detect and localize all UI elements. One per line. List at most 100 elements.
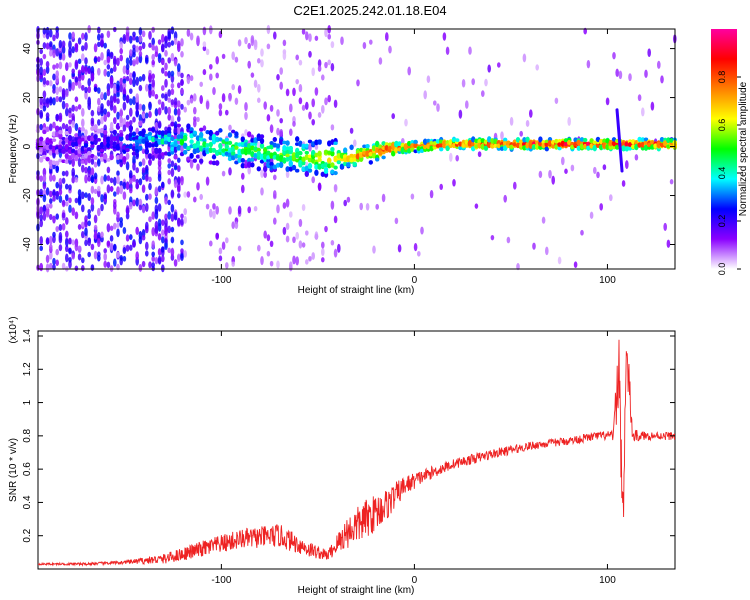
y-tick-label: 1 bbox=[22, 399, 33, 405]
heatmap-cell bbox=[138, 161, 143, 167]
heatmap-cell bbox=[71, 158, 75, 168]
heatmap-cell bbox=[129, 119, 133, 126]
heatmap-cell bbox=[71, 68, 75, 74]
heatmap-cell bbox=[218, 109, 223, 117]
heatmap-cell bbox=[125, 32, 130, 41]
heatmap-cell bbox=[106, 89, 111, 97]
heatmap-cell bbox=[132, 176, 136, 183]
heatmap-cell bbox=[71, 113, 75, 122]
heatmap-cell bbox=[97, 41, 101, 48]
heatmap-cell bbox=[272, 137, 277, 142]
colorbar: 0.0 0.2 0.4 0.6 0.8 Normalized spectral ampl… bbox=[711, 29, 749, 275]
heatmap-cell bbox=[141, 174, 146, 181]
heatmap-cell bbox=[141, 205, 146, 214]
heatmap-cell bbox=[180, 50, 184, 58]
heatmap-cell bbox=[311, 149, 316, 156]
heatmap-cell bbox=[362, 144, 367, 149]
heatmap-cell bbox=[167, 31, 171, 40]
heatmap-cell bbox=[99, 148, 105, 153]
heatmap-cell bbox=[317, 65, 322, 72]
heatmap-cell bbox=[263, 165, 268, 173]
heatmap-cell bbox=[77, 75, 82, 83]
heatmap-cell bbox=[65, 230, 69, 238]
heatmap-cell bbox=[65, 62, 69, 72]
heatmap-cell bbox=[103, 153, 108, 160]
heatmap-cell bbox=[93, 214, 98, 224]
heatmap-cell bbox=[74, 59, 79, 68]
heatmap-cell bbox=[212, 203, 216, 210]
heatmap-cell bbox=[116, 84, 120, 92]
heatmap-cell bbox=[314, 144, 319, 150]
heatmap-cell bbox=[103, 59, 107, 66]
heatmap-cell bbox=[362, 41, 367, 50]
heatmap-cell bbox=[138, 114, 143, 123]
heatmap-cell bbox=[343, 147, 348, 154]
heatmap-cell bbox=[253, 42, 258, 51]
heatmap-cell bbox=[74, 77, 79, 83]
heatmap-cell bbox=[269, 141, 274, 145]
heatmap-cell bbox=[49, 190, 53, 198]
heatmap-cell bbox=[116, 170, 120, 177]
heatmap-cell bbox=[87, 150, 92, 156]
heatmap-cell bbox=[138, 76, 143, 82]
heatmap-cell bbox=[58, 231, 63, 241]
x-tick-label: -100 bbox=[211, 275, 231, 286]
heatmap-cell bbox=[266, 234, 271, 242]
snr-x-axis: -100 0 100 bbox=[211, 331, 616, 586]
heatmap-cell bbox=[55, 86, 59, 96]
heatmap-cell bbox=[93, 57, 98, 63]
heatmap-cell bbox=[58, 244, 63, 252]
heatmap-cell bbox=[135, 76, 139, 86]
heatmap-cell bbox=[68, 119, 72, 125]
heatmap-cell bbox=[410, 193, 415, 200]
heatmap-cell bbox=[84, 174, 88, 184]
heatmap-cell bbox=[80, 137, 86, 142]
heatmap-cell bbox=[279, 128, 284, 136]
heatmap-cell bbox=[154, 208, 159, 215]
heatmap-cell bbox=[541, 216, 546, 224]
heatmap-cell bbox=[52, 196, 56, 202]
heatmap-cell bbox=[244, 102, 248, 112]
heatmap-cell bbox=[225, 262, 229, 269]
heatmap-cell bbox=[554, 97, 559, 104]
heatmap-cell bbox=[138, 120, 143, 127]
heatmap-cell bbox=[525, 136, 530, 143]
heatmap-cell bbox=[157, 257, 162, 264]
heatmap-cell bbox=[122, 181, 127, 190]
heatmap-cell bbox=[474, 203, 479, 209]
heatmap-cell bbox=[119, 41, 123, 50]
heatmap-cell bbox=[161, 264, 165, 273]
heatmap-cell bbox=[129, 107, 133, 117]
heatmap-cell bbox=[51, 138, 57, 142]
heatmap-cell bbox=[112, 129, 118, 136]
heatmap-cell bbox=[129, 178, 133, 185]
heatmap-cell bbox=[177, 217, 181, 227]
heatmap-cell bbox=[45, 144, 50, 151]
heatmap-cell bbox=[465, 100, 469, 109]
heatmap-cell bbox=[180, 103, 184, 110]
heatmap-cell bbox=[192, 130, 197, 135]
heatmap-cell bbox=[177, 254, 181, 261]
heatmap-cell bbox=[106, 83, 111, 92]
heatmap-cell bbox=[129, 201, 133, 210]
heatmap-cell bbox=[106, 166, 111, 174]
heatmap-cell bbox=[381, 193, 386, 203]
heatmap-cell bbox=[122, 247, 127, 254]
spectrogram-y-label: Frequency (Hz) bbox=[8, 115, 19, 184]
heatmap-cell bbox=[304, 150, 309, 155]
heatmap-cell bbox=[417, 250, 421, 257]
heatmap-cell bbox=[100, 116, 104, 125]
heatmap-cell bbox=[263, 101, 268, 110]
heatmap-cell bbox=[61, 262, 66, 270]
heatmap-cell bbox=[240, 136, 245, 143]
heatmap-cell bbox=[241, 184, 245, 194]
heatmap-cell bbox=[119, 146, 123, 153]
heatmap-cell bbox=[177, 157, 181, 163]
heatmap-cell bbox=[97, 97, 101, 106]
heatmap-cell bbox=[304, 143, 309, 148]
heatmap-cell bbox=[109, 177, 114, 184]
heatmap-cell bbox=[132, 31, 136, 37]
heatmap-cell bbox=[209, 240, 213, 247]
heatmap-cell bbox=[119, 220, 123, 228]
heatmap-cell bbox=[445, 46, 450, 55]
